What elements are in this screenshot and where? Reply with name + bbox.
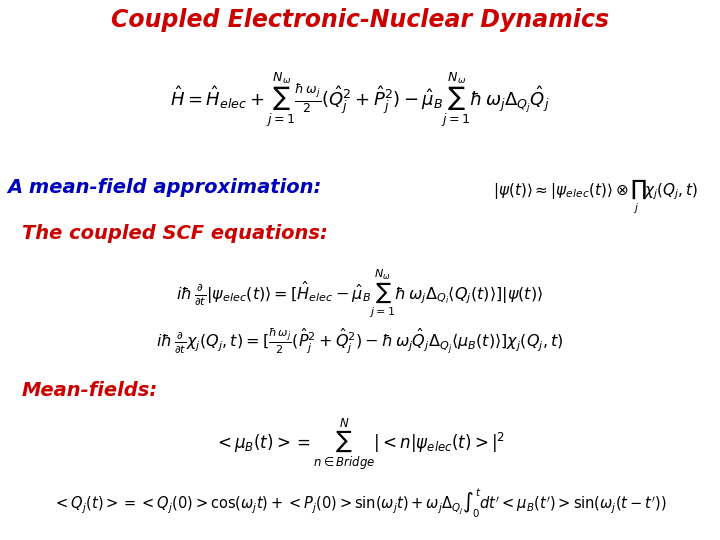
Text: The coupled SCF equations:: The coupled SCF equations:	[22, 224, 328, 243]
Text: $<\mu_B(t)>= \sum_{\substack{n\in Bridge}}^{N} |<n|\psi_{elec}(t)>|^2$: $<\mu_B(t)>= \sum_{\substack{n\in Bridge…	[215, 417, 505, 472]
Text: A mean-field approximation:: A mean-field approximation:	[7, 178, 321, 197]
Text: $<Q_j(t)>=<Q_j(0)>\cos(\omega_j t)+<P_j(0)>\sin(\omega_j t)+\omega_j\Delta_{Q_j}: $<Q_j(t)>=<Q_j(0)>\cos(\omega_j t)+<P_j(…	[53, 487, 667, 521]
Text: Mean-fields:: Mean-fields:	[22, 381, 158, 400]
Text: Coupled Electronic-Nuclear Dynamics: Coupled Electronic-Nuclear Dynamics	[111, 8, 609, 32]
Text: $|\psi(t)\rangle\approx|\psi_{elec}(t)\rangle\otimes\prod_j \chi_j(Q_j,t)$: $|\psi(t)\rangle\approx|\psi_{elec}(t)\r…	[493, 178, 698, 217]
Text: $\hat{H} = \hat{H}_{elec} + \sum_{j=1}^{N_\omega} \frac{\hbar\,\omega_j}{2}(\hat: $\hat{H} = \hat{H}_{elec} + \sum_{j=1}^{…	[170, 70, 550, 129]
Text: $i\hbar\,\frac{\partial}{\partial t}\chi_j(Q_j,t) = [\frac{\hbar\,\omega_j}{2}(\: $i\hbar\,\frac{\partial}{\partial t}\chi…	[156, 327, 564, 355]
Text: $i\hbar\,\frac{\partial}{\partial t}|\psi_{elec}(t)\rangle = [\hat{H}_{elec} - \: $i\hbar\,\frac{\partial}{\partial t}|\ps…	[176, 267, 544, 320]
